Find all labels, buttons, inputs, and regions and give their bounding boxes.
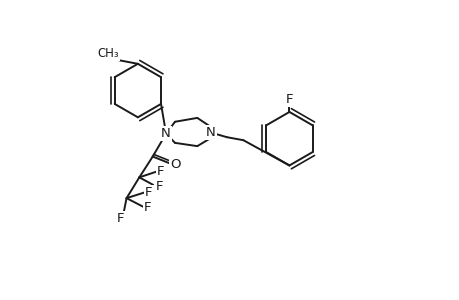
Text: CH₃: CH₃	[97, 46, 119, 60]
Text: N: N	[161, 127, 171, 140]
Text: F: F	[143, 201, 151, 214]
Text: F: F	[157, 165, 164, 178]
Text: F: F	[285, 93, 292, 106]
Text: N: N	[205, 126, 215, 139]
Text: F: F	[117, 212, 124, 226]
Text: O: O	[170, 158, 180, 171]
Text: F: F	[145, 186, 152, 199]
Text: F: F	[155, 180, 162, 193]
